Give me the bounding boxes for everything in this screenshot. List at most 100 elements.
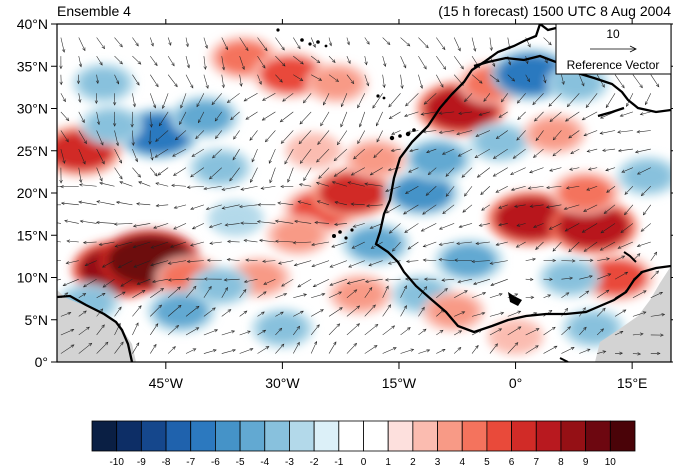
wind-vector-shaft [493, 148, 508, 159]
wind-vector-shaft [471, 260, 490, 262]
colorbar-swatch [437, 420, 463, 452]
wind-vector-shaft [507, 311, 521, 317]
wind-vector-shaft [331, 241, 347, 248]
wind-vector-head [549, 277, 553, 281]
wind-vector-shaft [318, 167, 330, 179]
anomaly-core [80, 68, 128, 98]
wind-vector-head [64, 292, 69, 296]
wind-vector-head [158, 304, 163, 309]
wind-vector-shaft [507, 326, 522, 336]
wind-vector-shaft [79, 184, 97, 187]
wind-vector-head [347, 181, 352, 185]
wind-vector-shaft [149, 149, 153, 161]
anomaly-core [429, 296, 477, 326]
wind-vector-head [442, 46, 446, 51]
wind-vector-shaft [614, 271, 628, 280]
wind-vector-shaft [151, 241, 169, 249]
wind-vector-shaft [480, 186, 491, 195]
wind-vector-shaft [239, 331, 251, 336]
wind-vector-shaft [96, 130, 104, 146]
wind-vector-head [226, 99, 231, 103]
colorbar-label: 8 [558, 457, 564, 468]
wind-vector-head [195, 135, 199, 140]
wind-vector-shaft [418, 55, 427, 70]
wind-vector-shaft [132, 148, 138, 162]
wind-vector-shaft [99, 182, 115, 187]
colorbar-label: -10 [109, 457, 124, 468]
wind-vector-head [215, 135, 219, 140]
wind-vector-shaft [311, 309, 324, 317]
wind-vector-shaft [479, 223, 490, 227]
anomaly-core [154, 295, 209, 328]
wind-vector-shaft [368, 260, 383, 266]
wind-vector-head [475, 241, 480, 245]
wind-vector-shaft [370, 167, 383, 176]
wind-vector-shaft [275, 293, 287, 299]
wind-vector-head [407, 246, 412, 250]
wind-vector-shaft [346, 55, 351, 64]
wind-vector-shaft [346, 323, 360, 336]
wind-vector-shaft [85, 260, 97, 266]
wind-vector-head [441, 278, 446, 282]
wind-vector-shaft [168, 278, 187, 281]
wind-vector-head [426, 150, 430, 154]
wind-vector-head [113, 102, 117, 106]
wind-vector-shaft [493, 167, 508, 177]
wind-vector-shaft [603, 204, 616, 214]
wind-vector-head [605, 289, 610, 293]
wind-vector-head [508, 61, 512, 66]
wind-vector-shaft [382, 325, 395, 336]
wind-vector-head [419, 85, 424, 89]
wind-vector-shaft [511, 185, 526, 191]
wind-vector-head [569, 167, 573, 171]
wind-vector-shaft [546, 185, 562, 189]
azores-west-island [276, 28, 280, 32]
wind-vector-shaft [102, 278, 115, 288]
wind-vector-head [388, 115, 393, 119]
wind-vector-head [420, 228, 425, 232]
wind-vector-head [334, 201, 339, 205]
wind-vector-head [329, 282, 334, 286]
wind-vector-head [500, 311, 505, 315]
wind-vector-shaft [621, 167, 634, 173]
wind-vector-head [173, 226, 177, 230]
wind-vector-head [208, 224, 213, 229]
wind-vector-head [261, 117, 266, 121]
wind-vector-head [600, 229, 605, 234]
canary-islands [389, 128, 416, 141]
wind-vector-head [422, 258, 427, 262]
wind-vector-head [619, 330, 624, 334]
anomaly-core [293, 138, 334, 164]
wind-vector-head [238, 204, 243, 209]
south-america-land [57, 290, 136, 362]
wind-vector-shaft [553, 130, 562, 141]
wind-vector-head [385, 188, 389, 193]
wind-vector-head [62, 98, 66, 103]
wind-vector-head [264, 138, 269, 143]
wind-vector-head [296, 325, 301, 330]
wind-vector-shaft [489, 74, 500, 82]
reference-vector-box [555, 23, 672, 75]
colorbar-swatch [560, 420, 587, 452]
wind-vector-shaft [297, 278, 312, 288]
wind-vector-shaft [245, 259, 258, 261]
wind-vector-head [620, 229, 625, 233]
x-tick-label: 15°W [382, 375, 417, 391]
wind-vector-shaft [209, 167, 222, 180]
wind-vector-shaft [579, 327, 587, 336]
wind-vector-shaft [280, 111, 294, 123]
wind-vector-shaft [364, 324, 379, 336]
wind-vector-head [350, 202, 355, 206]
y-tick-label: 15°N [17, 227, 48, 243]
wind-vector-head [221, 206, 226, 210]
wind-vector-head [602, 307, 606, 312]
wind-vector-head [660, 333, 664, 337]
wind-vector-shaft [174, 204, 187, 209]
wind-vector-head [426, 349, 431, 353]
wind-vector-head [569, 276, 574, 280]
anomaly-core [215, 205, 257, 231]
wind-vector-head [113, 123, 117, 127]
wind-vector-shaft [373, 148, 383, 158]
wind-vector-head [100, 141, 104, 146]
wind-vector-shaft [150, 55, 158, 66]
